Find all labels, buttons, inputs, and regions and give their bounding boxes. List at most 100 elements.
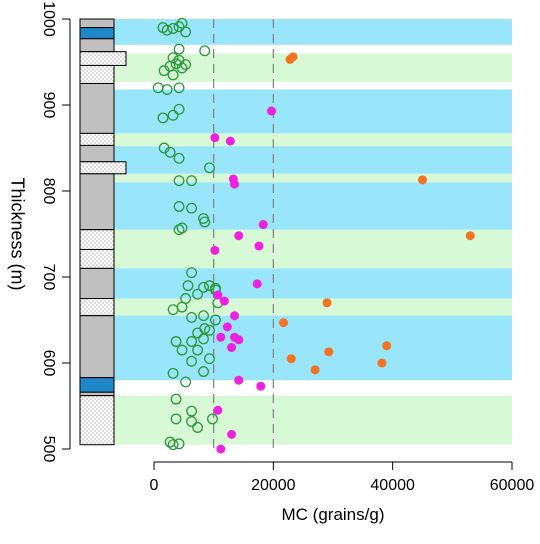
- point-magenta: [256, 381, 266, 391]
- point-green: [161, 24, 173, 36]
- point-green: [198, 366, 209, 378]
- point-green: [204, 353, 215, 365]
- point-orange: [377, 358, 387, 368]
- point-green: [173, 103, 185, 115]
- band-blue: [100, 268, 512, 299]
- point-green: [192, 344, 204, 356]
- x-tick-label: 60000: [490, 477, 535, 494]
- point-green: [192, 288, 204, 300]
- y-tick-label: 600: [40, 350, 57, 377]
- point-green: [173, 152, 185, 164]
- y-tick-label: 500: [40, 436, 57, 463]
- lithology-gray: [79, 173, 115, 231]
- point-green: [180, 26, 192, 38]
- point-green: [167, 69, 179, 81]
- band-blue: [100, 315, 512, 381]
- point-green: [164, 146, 176, 158]
- point-green: [176, 344, 188, 356]
- y-tick-label: 1000: [40, 1, 57, 37]
- lithology-sandstone: [79, 395, 115, 446]
- point-orange: [322, 298, 332, 308]
- point-magenta: [225, 136, 235, 146]
- point-magenta: [227, 343, 237, 353]
- point-magenta: [230, 311, 240, 321]
- lithology-blue: [79, 377, 115, 393]
- point-magenta: [222, 322, 232, 332]
- lithology-sandstone: [79, 248, 115, 269]
- data-points: [152, 17, 475, 454]
- point-green: [186, 336, 198, 347]
- lithology-gray: [79, 38, 115, 53]
- point-green: [186, 311, 198, 323]
- interval-bands: [100, 19, 512, 445]
- point-green: [161, 84, 173, 95]
- point-green: [180, 376, 192, 388]
- point-green: [167, 367, 179, 379]
- point-green: [167, 23, 179, 34]
- point-magenta: [213, 405, 223, 415]
- lithology-gray: [79, 391, 115, 397]
- point-green: [186, 355, 198, 367]
- point-green: [170, 336, 182, 347]
- point-magenta: [230, 179, 240, 189]
- band-green: [100, 133, 512, 147]
- band-green: [100, 395, 512, 445]
- point-orange: [286, 354, 296, 364]
- lithology-sandstone: [79, 298, 115, 317]
- point-orange: [324, 347, 334, 357]
- point-green: [157, 112, 169, 124]
- point-magenta: [216, 444, 226, 454]
- lithology-gray: [79, 83, 115, 134]
- band-blue: [100, 146, 512, 174]
- x-tick-label: 0: [150, 477, 159, 494]
- lithology-sandstone: [79, 132, 115, 146]
- x-axis-label: MC (grains/g): [282, 505, 385, 524]
- y-axis: 500 600 700 800 900 1000: [40, 1, 71, 463]
- y-axis-label: Thickness (m): [7, 177, 27, 290]
- band-green: [100, 173, 512, 183]
- point-green: [207, 413, 218, 425]
- point-green: [167, 109, 179, 121]
- y-tick-label: 700: [40, 264, 57, 291]
- point-green: [173, 21, 185, 33]
- lithology-gray: [79, 315, 115, 379]
- point-green: [186, 202, 198, 214]
- point-green: [198, 281, 209, 293]
- band-green: [100, 298, 512, 316]
- band-blue: [100, 19, 512, 45]
- y-tick-label: 800: [40, 178, 57, 205]
- point-green: [158, 65, 170, 77]
- lithology-sandstone: [79, 229, 115, 250]
- point-green: [170, 413, 182, 425]
- point-magenta: [234, 231, 244, 241]
- point-orange: [418, 175, 427, 185]
- point-magenta: [216, 332, 226, 342]
- point-green: [173, 175, 185, 187]
- lithology-gray: [79, 144, 115, 163]
- lithology-gray: [79, 18, 115, 29]
- point-orange: [310, 365, 320, 375]
- point-orange: [278, 318, 288, 328]
- lithology-sandstone: [79, 64, 115, 85]
- point-green: [170, 393, 182, 405]
- point-orange: [465, 231, 475, 241]
- point-green: [199, 45, 211, 57]
- point-magenta: [254, 241, 264, 251]
- point-green: [180, 59, 192, 71]
- point-green: [173, 224, 185, 236]
- lithology-blue: [79, 27, 115, 40]
- point-green: [186, 405, 198, 417]
- point-green: [192, 422, 204, 433]
- point-green: [186, 267, 198, 279]
- point-green: [210, 314, 221, 326]
- point-green: [186, 175, 198, 187]
- lithology-sandstone: [79, 161, 127, 175]
- band-green: [100, 53, 512, 82]
- point-green: [173, 82, 185, 94]
- point-green: [173, 201, 185, 212]
- point-magenta: [210, 245, 220, 255]
- band-blue: [100, 89, 512, 134]
- point-green: [204, 324, 215, 336]
- point-magenta: [210, 133, 220, 143]
